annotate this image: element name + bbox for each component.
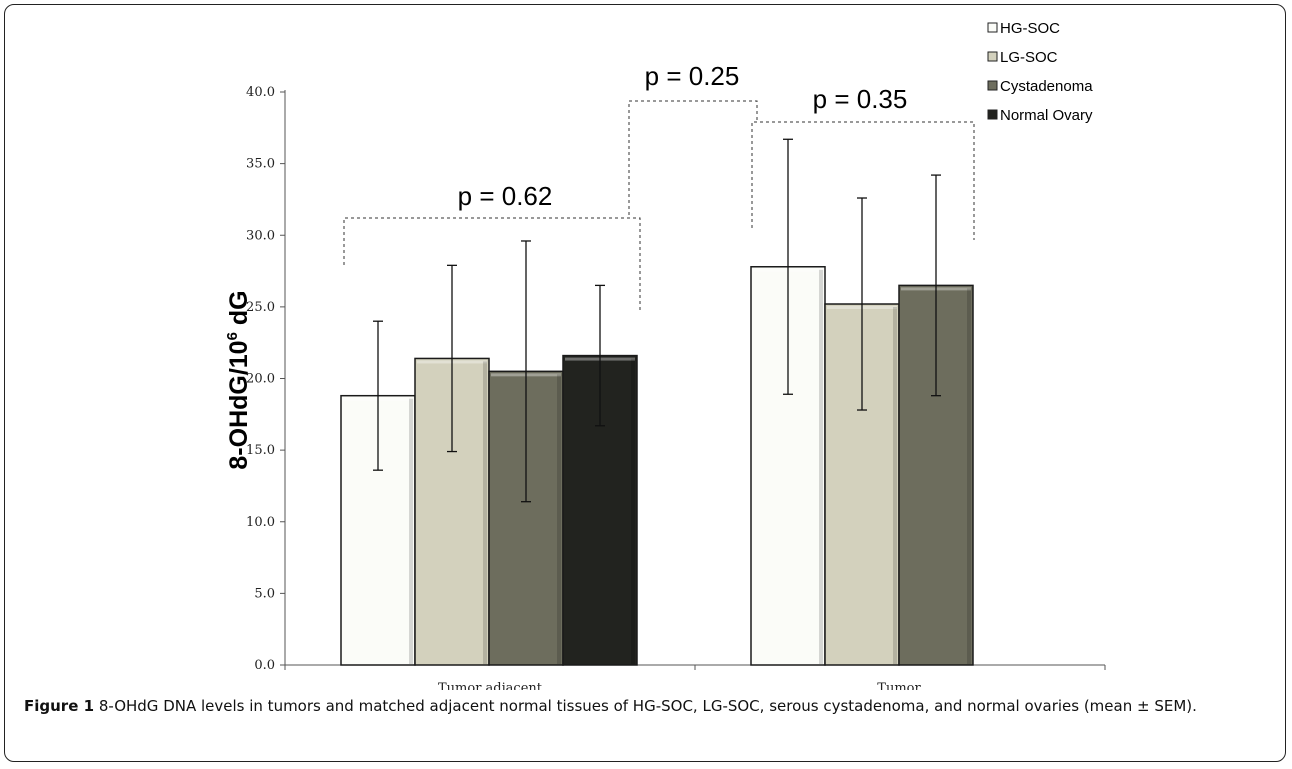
legend-swatch [987, 109, 998, 120]
legend-label: Normal Ovary [1000, 107, 1093, 124]
y-tick-label: 40.0 [246, 85, 275, 100]
bar-shadow [967, 288, 971, 664]
significance-bracket [751, 121, 975, 240]
y-tick-label: 10.0 [246, 515, 275, 530]
bar-shadow [557, 374, 561, 664]
figure-frame [4, 4, 1286, 762]
legend-swatch [987, 51, 998, 62]
y-axis-label-main: 8-OHdG/10 [225, 340, 253, 469]
y-axis-label-superscript: 6 [224, 332, 241, 340]
y-tick-label: 20.0 [246, 372, 275, 387]
legend-swatch [987, 80, 998, 91]
y-axis-label: 8-OHdG/106 dG [224, 290, 253, 469]
y-tick-label: 15.0 [246, 443, 275, 458]
legend-label: LG-SOC [1000, 49, 1058, 66]
significance-bracket [343, 217, 641, 312]
bar-shadow [819, 269, 823, 664]
bar-chart: 0.0 5.0 10.0 15.0 20.0 25.0 30.0 35.0 40.0 Tumor … [224, 20, 1106, 690]
x-tick-label: Tumor [877, 681, 921, 690]
legend-swatch [987, 22, 998, 33]
chart-bars [340, 138, 974, 666]
caption-text: 8-OHdG DNA levels in tumors and matched … [94, 697, 1197, 715]
y-tick-label: 5.0 [254, 586, 275, 601]
y-tick-label: 30.0 [246, 228, 275, 243]
caption-label: Figure 1 [24, 697, 95, 715]
legend-label: HG-SOC [1000, 20, 1060, 37]
p-value-label: p = 0.25 [645, 61, 740, 91]
y-tick-label: 35.0 [246, 157, 275, 172]
bar-shadow [409, 398, 413, 664]
p-value-label: p = 0.62 [458, 181, 553, 211]
p-value-label: p = 0.35 [813, 84, 908, 114]
y-tick-label: 0.0 [254, 658, 275, 673]
bar-shadow [483, 361, 487, 664]
legend-label: Cystadenoma [1000, 78, 1093, 95]
chart-legend: HG-SOC LG-SOC Cystadenoma Normal Ovary [987, 20, 1093, 124]
significance-brackets: p = 0.62 p = 0.35 p = 0.25 [343, 61, 975, 312]
y-tick-label: 25.0 [246, 300, 275, 315]
x-tick-label: Tumor adjacent [438, 681, 543, 690]
y-axis-label-tail: dG [225, 290, 253, 332]
figure-caption: Figure 1 8-OHdG DNA levels in tumors and… [24, 696, 1274, 717]
bar-shadow [893, 307, 897, 664]
bar-shadow [631, 358, 635, 664]
significance-bracket [628, 100, 758, 215]
